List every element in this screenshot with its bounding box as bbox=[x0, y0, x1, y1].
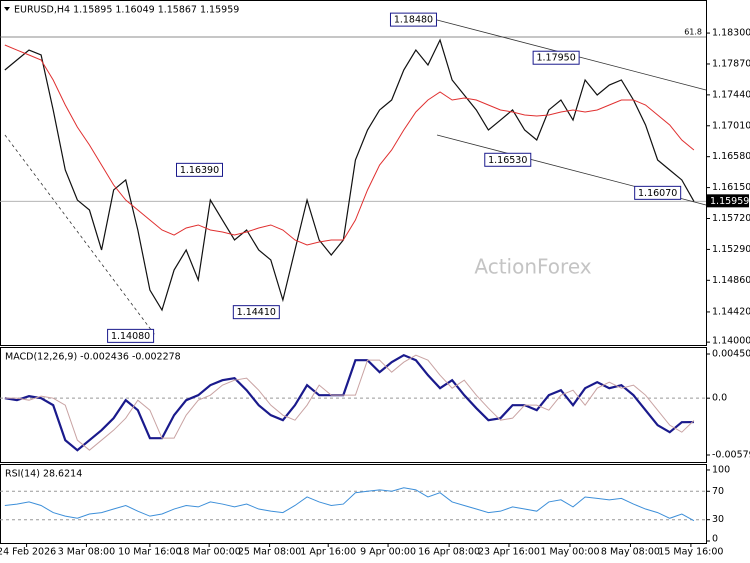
panel-title: EURUSD,H4 1.15895 1.16049 1.15867 1.1595… bbox=[14, 5, 239, 16]
x-tick-label: 18 Mar 00:00 bbox=[177, 547, 240, 558]
x-tick-label: 3 Mar 08:00 bbox=[58, 547, 115, 558]
price-annotation: 1.17950 bbox=[536, 53, 575, 64]
y-tick-label: -0.005791 bbox=[712, 450, 750, 461]
y-tick-label: 1.15290 bbox=[712, 244, 750, 255]
x-tick-label: 25 Mar 08:00 bbox=[238, 547, 301, 558]
price-annotation-box bbox=[484, 152, 532, 167]
series-line bbox=[4, 38, 695, 312]
price-annotation: 1.14080 bbox=[111, 331, 150, 342]
panel-frame bbox=[0, 347, 707, 463]
x-tick-label: 1 Apr 16:00 bbox=[300, 547, 356, 558]
y-tick-label: 1.18300 bbox=[712, 28, 750, 39]
y-tick-label: 1.14860 bbox=[712, 275, 750, 286]
y-tick-label: 100 bbox=[712, 465, 730, 476]
y-tick-label: 1.14000 bbox=[712, 336, 750, 347]
price-annotation-box bbox=[107, 328, 155, 343]
last-price-box bbox=[707, 194, 749, 208]
price-annotation: 1.14410 bbox=[237, 307, 276, 318]
price-annotation-box bbox=[232, 305, 280, 320]
x-tick-label: 16 Apr 08:00 bbox=[418, 547, 480, 558]
price-annotation-box bbox=[176, 162, 223, 177]
series-line bbox=[4, 487, 695, 522]
panel-title: RSI(14) 28.6214 bbox=[5, 469, 82, 480]
price-annotation-box bbox=[532, 50, 580, 65]
series-line bbox=[4, 354, 695, 451]
y-tick-label: 0.004502 bbox=[712, 348, 750, 359]
series-line bbox=[4, 353, 694, 452]
y-tick-label: 1.17870 bbox=[712, 58, 750, 69]
y-tick-label: 0.0 bbox=[712, 393, 727, 404]
y-tick-label: 70 bbox=[712, 486, 724, 497]
price-annotation: 1.16390 bbox=[180, 165, 219, 176]
y-tick-label: 1.17440 bbox=[712, 89, 750, 100]
y-tick-label: 1.17010 bbox=[712, 120, 750, 131]
x-tick-label: 15 May 16:00 bbox=[658, 547, 723, 558]
y-tick-label: 1.16150 bbox=[712, 182, 750, 193]
y-tick-label: 0 bbox=[712, 534, 718, 545]
price-annotation-box bbox=[634, 185, 682, 200]
trendline bbox=[4, 134, 156, 336]
symbol-arrow bbox=[4, 7, 10, 11]
price-annotation: 1.16530 bbox=[488, 155, 527, 166]
x-tick-label: 24 Feb 2026 bbox=[0, 547, 56, 558]
last-price-label: 1.15959 bbox=[710, 196, 749, 207]
y-tick-label: 1.16580 bbox=[712, 151, 750, 162]
price-annotation-box bbox=[389, 12, 437, 27]
panel-frame bbox=[0, 464, 707, 544]
series-line bbox=[4, 44, 695, 246]
y-tick-label: 1.14420 bbox=[712, 306, 750, 317]
price-annotation: 1.18480 bbox=[394, 15, 433, 26]
watermark: ActionForex bbox=[474, 255, 591, 279]
x-tick-label: 8 May 08:00 bbox=[601, 547, 660, 558]
x-tick-label: 23 Apr 16:00 bbox=[478, 547, 540, 558]
x-tick-label: 9 Apr 00:00 bbox=[360, 547, 416, 558]
x-tick-label: 1 May 00:00 bbox=[540, 547, 599, 558]
y-tick-label: 30 bbox=[712, 514, 724, 525]
panel-frame bbox=[0, 0, 707, 346]
y-tick-label: 1.15720 bbox=[712, 213, 750, 224]
panel-title: MACD(12,26,9) -0.002436 -0.002278 bbox=[5, 352, 181, 363]
x-tick-label: 10 Mar 16:00 bbox=[118, 547, 181, 558]
level-label: 61.8 bbox=[684, 28, 702, 37]
price-annotation: 1.16070 bbox=[638, 188, 677, 199]
